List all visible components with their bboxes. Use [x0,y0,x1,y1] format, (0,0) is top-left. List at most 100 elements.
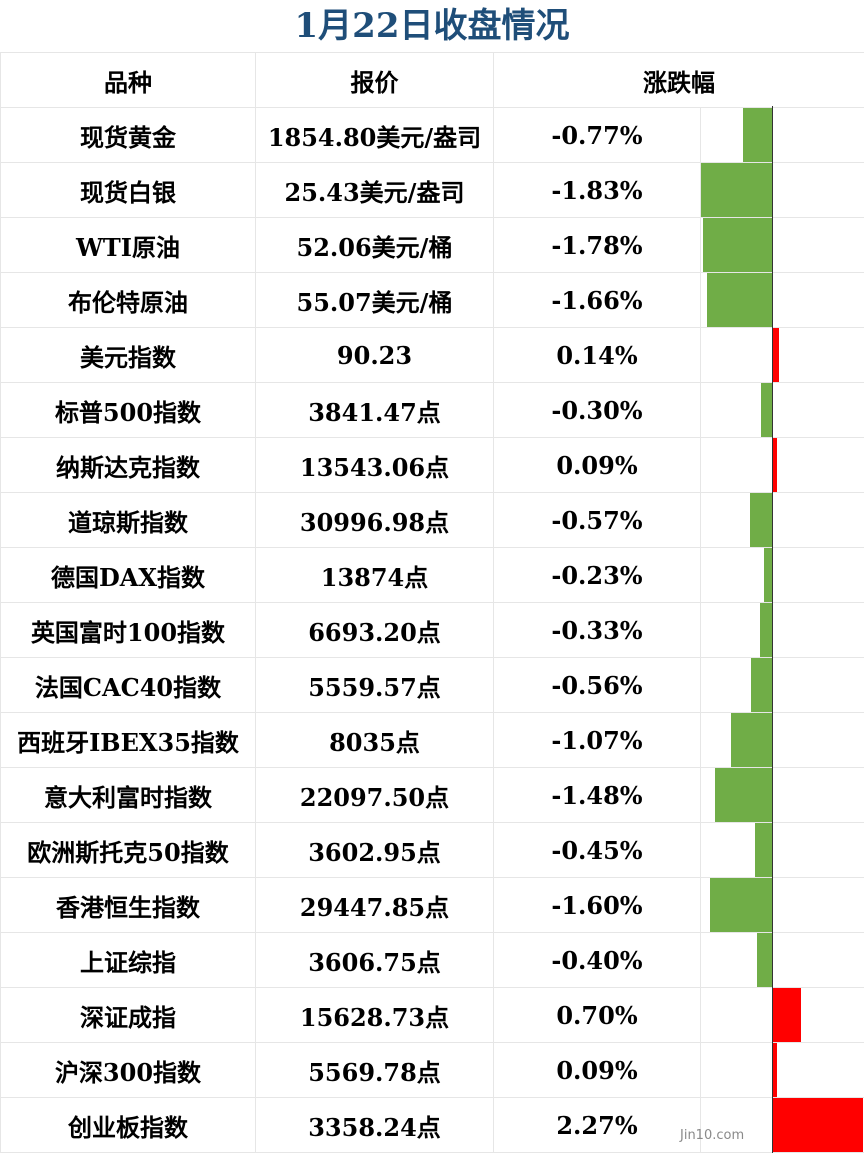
change-cell: -1.78% [493,217,701,273]
change-bar [759,603,773,657]
table-row: 英国富时100指数 6693.20点 -0.33% [0,602,864,658]
change-cell: -0.45% [493,822,701,878]
name-cell: 意大利富时指数 [0,767,256,823]
table-row: 标普500指数 3841.47点 -0.30% [0,382,864,438]
change-bar [701,163,773,217]
price-cell: 30996.98点 [255,492,494,548]
table-body: 现货黄金 1854.80美元/盎司 -0.77% 现货白银 25.43美元/盎司 -1.8… [0,107,864,1153]
name-cell: WTI原油 [0,217,256,273]
market-table: 品种 报价 涨跌幅 现货黄金 1854.80美元/盎司 -0.77% 现货白银 25.4… [0,52,864,1153]
change-bar [714,768,773,822]
table-row: WTI原油 52.06美元/桶 -1.78% [0,217,864,273]
change-cell: -1.07% [493,712,701,768]
table-row: 现货白银 25.43美元/盎司 -1.83% [0,162,864,218]
bar-cell [700,657,864,713]
table-row: 美元指数 90.23 0.14% [0,327,864,383]
price-cell: 3606.75点 [255,932,494,988]
name-cell: 德国DAX指数 [0,547,256,603]
price-cell: 3358.24点 [255,1097,494,1153]
price-cell: 90.23 [255,327,494,383]
change-bar [750,658,773,712]
bar-cell [700,382,864,438]
name-cell: 现货黄金 [0,107,256,163]
bar-cell [700,932,864,988]
price-cell: 5559.57点 [255,657,494,713]
table-row: 道琼斯指数 30996.98点 -0.57% [0,492,864,548]
bar-cell [700,1042,864,1098]
price-cell: 5569.78点 [255,1042,494,1098]
table-row: 香港恒生指数 29447.85点 -1.60% [0,877,864,933]
name-cell: 深证成指 [0,987,256,1043]
price-cell: 8035点 [255,712,494,768]
change-cell: -0.23% [493,547,701,603]
bar-cell [700,767,864,823]
change-bar [773,1098,863,1152]
price-cell: 13874点 [255,547,494,603]
change-cell: -1.48% [493,767,701,823]
header-row: 品种 报价 涨跌幅 [0,52,864,108]
table-row: 布伦特原油 55.07美元/桶 -1.66% [0,272,864,328]
table-row: 欧洲斯托克50指数 3602.95点 -0.45% [0,822,864,878]
name-cell: 香港恒生指数 [0,877,256,933]
change-cell: -1.60% [493,877,701,933]
table-row: 现货黄金 1854.80美元/盎司 -0.77% [0,107,864,163]
price-cell: 25.43美元/盎司 [255,162,494,218]
table-row: 上证综指 3606.75点 -0.40% [0,932,864,988]
price-cell: 1854.80美元/盎司 [255,107,494,163]
change-bar [773,1043,777,1097]
price-cell: 3841.47点 [255,382,494,438]
bar-cell [700,437,864,493]
change-bar [702,218,773,272]
change-bar [709,878,773,932]
name-cell: 上证综指 [0,932,256,988]
table-row: 深证成指 15628.73点 0.70% [0,987,864,1043]
change-cell: -1.83% [493,162,701,218]
name-cell: 法国CAC40指数 [0,657,256,713]
bar-cell [700,272,864,328]
change-bar [755,823,773,877]
bar-cell [700,492,864,548]
change-cell: -0.33% [493,602,701,658]
change-bar [763,548,773,602]
name-cell: 英国富时100指数 [0,602,256,658]
change-cell: 0.09% [493,1042,701,1098]
change-cell: 0.70% [493,987,701,1043]
change-bar [730,713,773,767]
name-cell: 沪深300指数 [0,1042,256,1098]
bar-cell [700,327,864,383]
change-bar [773,328,779,382]
change-cell: -0.40% [493,932,701,988]
price-cell: 29447.85点 [255,877,494,933]
header-name: 品种 [0,52,256,108]
change-bar [742,108,773,162]
watermark: Jin10.com [680,1128,745,1143]
name-cell: 布伦特原油 [0,272,256,328]
name-cell: 标普500指数 [0,382,256,438]
change-bar [750,493,773,547]
price-cell: 52.06美元/桶 [255,217,494,273]
change-cell: 0.14% [493,327,701,383]
name-cell: 道琼斯指数 [0,492,256,548]
table-row: 法国CAC40指数 5559.57点 -0.56% [0,657,864,713]
price-cell: 6693.20点 [255,602,494,658]
bar-cell [700,162,864,218]
name-cell: 美元指数 [0,327,256,383]
bar-cell [700,602,864,658]
bar-cell [700,987,864,1043]
price-cell: 13543.06点 [255,437,494,493]
price-cell: 15628.73点 [255,987,494,1043]
change-bar [773,438,777,492]
name-cell: 现货白银 [0,162,256,218]
change-bar [707,273,773,327]
table-row: 德国DAX指数 13874点 -0.23% [0,547,864,603]
header-change: 涨跌幅 [493,52,864,108]
page-title: 1月22日收盘情况 [0,0,864,53]
change-cell: 2.27% [493,1097,701,1153]
name-cell: 创业板指数 [0,1097,256,1153]
name-cell: 纳斯达克指数 [0,437,256,493]
header-price: 报价 [255,52,494,108]
bar-cell [700,107,864,163]
table-row: 沪深300指数 5569.78点 0.09% [0,1042,864,1098]
bar-cell [700,877,864,933]
change-cell: -0.30% [493,382,701,438]
